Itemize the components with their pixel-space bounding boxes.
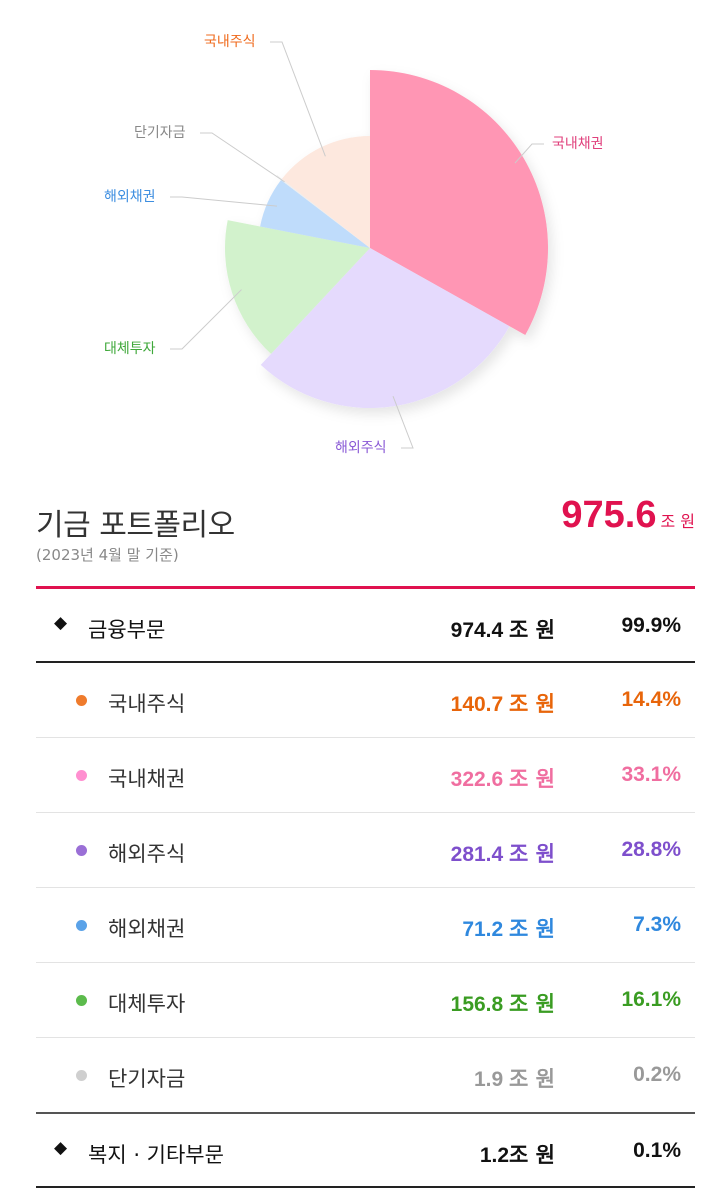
total-unit: 조 원 [660,512,695,531]
row-name: 국내주식 [108,692,186,716]
pie-slice [224,220,370,354]
table-row: 대체투자 156.8 조 원 16.1% [36,963,695,1038]
leader-line [514,143,544,164]
row-name: 복지 · 기타부문 [88,1143,224,1167]
row-name: 금융부문 [88,618,166,642]
row-amount: 322.6 조 원 [450,767,555,791]
leader-line [392,396,414,449]
pie-slice [281,136,370,248]
pie-slice [276,175,370,248]
row-amount: 140.7 조 원 [450,692,555,716]
row-percent: 28.8% [621,838,681,861]
row-amount: 156.8 조 원 [450,992,555,1016]
slice-label: 국내채권 [552,136,604,152]
pie-slice [370,70,548,336]
slice-label: 단기자금 [134,125,186,141]
row-name: 단기자금 [108,1067,186,1091]
row-percent: 14.4% [621,688,681,711]
leader-line [200,132,285,183]
row-name: 대체투자 [108,992,186,1016]
total-value: 975.6 [561,494,657,536]
table-row: 국내채권 322.6 조 원 33.1% [36,738,695,813]
bullet-dot-icon [76,920,87,931]
bullet-dot-icon [76,995,87,1006]
table-row: 해외채권 71.2 조 원 7.3% [36,888,695,963]
row-name: 해외채권 [108,917,186,941]
row-percent: 0.1% [633,1139,681,1162]
portfolio-summary: 기금 포트폴리오 (2023년 4월 말 기준) 975.6 조 원 [36,490,695,590]
row-percent: 16.1% [621,988,681,1011]
accent-divider [36,586,695,589]
table-row: 국내주식 140.7 조 원 14.4% [36,663,695,738]
leader-line [270,41,326,157]
slice-label: 국내주식 [204,34,256,50]
row-amount: 281.4 조 원 [450,842,555,866]
bullet-dot-icon [76,1070,87,1081]
row-percent: 99.9% [621,614,681,637]
table-row: 단기자금 1.9 조 원 0.2% [36,1038,695,1114]
row-amount: 974.4 조 원 [450,618,555,642]
slice-label: 해외주식 [335,440,387,456]
bullet-dot-icon [76,770,87,781]
table-row-financial: ◆ 금융부문 974.4 조 원 99.9% [36,589,695,663]
basis-date: (2023년 4월 말 기준) [36,546,179,564]
slice-label: 대체투자 [104,341,156,357]
row-amount: 1.2조 원 [479,1143,555,1167]
row-amount: 1.9 조 원 [474,1067,555,1091]
row-name: 해외주식 [108,842,186,866]
diamond-icon: ◆ [54,613,68,633]
pie-slice [260,248,510,408]
bullet-dot-icon [76,695,87,706]
bullet-dot-icon [76,845,87,856]
row-name: 국내채권 [108,767,186,791]
leader-line [170,196,278,207]
page-title: 기금 포트폴리오 [36,508,235,543]
table-row-welfare: ◆ 복지 · 기타부문 1.2조 원 0.1% [36,1114,695,1188]
leader-line [170,289,242,350]
row-percent: 7.3% [633,913,681,936]
diamond-icon: ◆ [54,1138,68,1158]
row-percent: 33.1% [621,763,681,786]
slice-label: 해외채권 [104,189,156,205]
total-amount: 975.6 조 원 [561,494,695,537]
row-amount: 71.2 조 원 [462,917,555,941]
portfolio-table: ◆ 금융부문 974.4 조 원 99.9% 국내주식 140.7 조 원 14.4… [36,589,695,1188]
row-percent: 0.2% [633,1063,681,1086]
table-row: 해외주식 281.4 조 원 28.8% [36,813,695,888]
pie-slice [260,179,370,248]
